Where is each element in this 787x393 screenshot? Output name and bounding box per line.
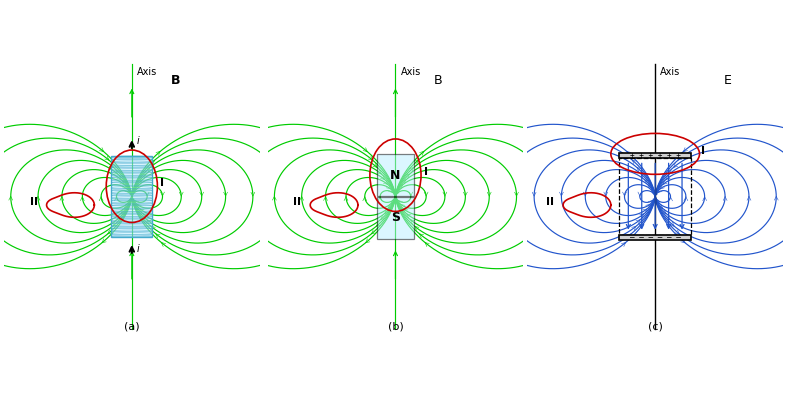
Text: I: I xyxy=(701,146,705,156)
Bar xyxy=(619,153,691,158)
Text: i: i xyxy=(137,244,139,254)
Text: Axis: Axis xyxy=(401,68,421,77)
Text: Axis: Axis xyxy=(137,68,157,77)
Bar xyxy=(619,158,691,235)
Bar xyxy=(377,154,414,196)
Text: (a): (a) xyxy=(124,321,139,332)
Text: S: S xyxy=(391,211,400,224)
Text: i: i xyxy=(137,136,139,146)
Text: B: B xyxy=(434,74,442,87)
Bar xyxy=(112,156,153,237)
Text: II: II xyxy=(30,197,38,207)
Text: – – – – – –: – – – – – – xyxy=(630,233,681,242)
Bar xyxy=(112,156,153,237)
Bar xyxy=(619,235,691,240)
Text: (c): (c) xyxy=(648,321,663,332)
Text: + + + + + +: + + + + + + xyxy=(630,151,681,160)
Bar xyxy=(377,196,414,239)
Text: II: II xyxy=(546,197,554,207)
Text: I: I xyxy=(423,167,427,177)
Text: Axis: Axis xyxy=(660,68,681,77)
Text: E: E xyxy=(723,74,731,87)
Text: II: II xyxy=(294,197,301,207)
Text: $\mathbf{B}$: $\mathbf{B}$ xyxy=(170,74,181,87)
Text: N: N xyxy=(390,169,401,182)
Text: I: I xyxy=(160,178,164,188)
Text: (b): (b) xyxy=(387,321,404,332)
